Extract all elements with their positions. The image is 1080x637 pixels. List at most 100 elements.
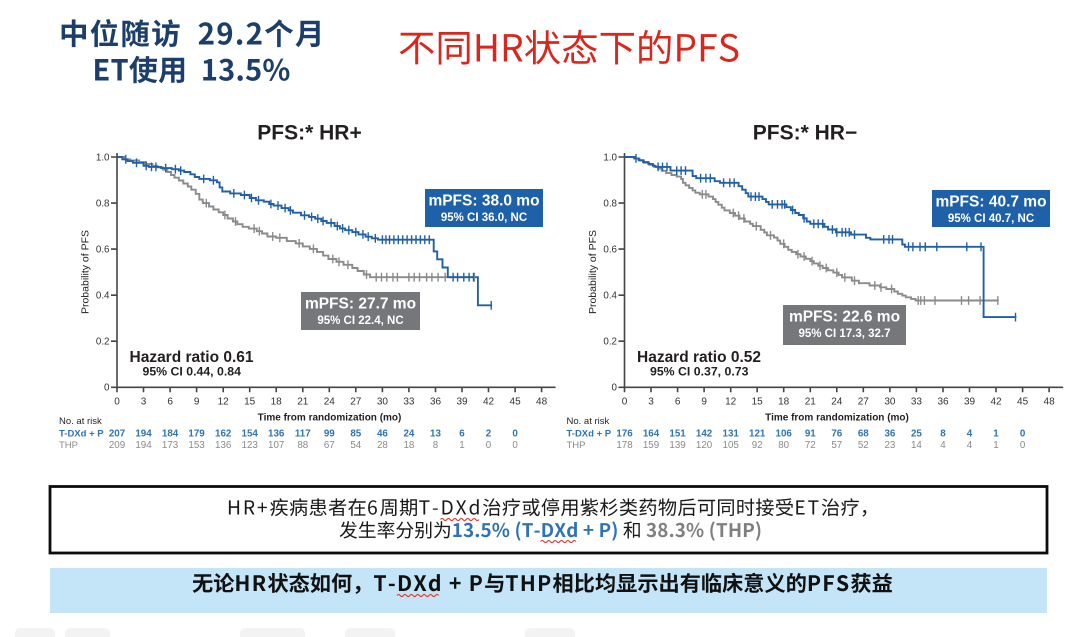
svg-text:13: 13 [430, 429, 441, 440]
svg-text:0: 0 [512, 440, 518, 451]
svg-text:23: 23 [884, 440, 895, 451]
svg-text:162: 162 [215, 429, 232, 440]
svg-text:24: 24 [324, 397, 336, 408]
svg-text:179: 179 [188, 429, 205, 440]
svg-text:Time from randomization (mo): Time from randomization (mo) [765, 413, 909, 424]
svg-text:0.4: 0.4 [603, 291, 617, 302]
svg-text:6: 6 [167, 397, 173, 408]
svg-text:0.2: 0.2 [603, 337, 617, 348]
svg-text:T-DXd + P: T-DXd + P [59, 429, 104, 440]
svg-text:0: 0 [1020, 440, 1026, 451]
svg-text:0.6: 0.6 [96, 245, 110, 256]
svg-text:85: 85 [350, 429, 361, 440]
svg-text:91: 91 [805, 429, 816, 440]
svg-text:95% CI 40.7, NC: 95% CI 40.7, NC [948, 213, 1034, 225]
svg-text:154: 154 [242, 429, 259, 440]
svg-text:1: 1 [993, 440, 998, 451]
svg-text:1.0: 1.0 [603, 152, 617, 163]
svg-text:12: 12 [725, 397, 737, 408]
svg-text:194: 194 [135, 440, 152, 451]
svg-text:39: 39 [964, 397, 976, 408]
svg-text:No. at risk: No. at risk [567, 416, 610, 427]
svg-text:36: 36 [937, 397, 949, 408]
svg-text:6: 6 [675, 397, 681, 408]
svg-text:106: 106 [776, 429, 793, 440]
svg-text:131: 131 [723, 429, 740, 440]
svg-text:95% CI 0.44, 0.84: 95% CI 0.44, 0.84 [143, 365, 242, 379]
svg-text:0: 0 [622, 397, 628, 408]
svg-text:21: 21 [805, 397, 817, 408]
svg-text:18: 18 [778, 397, 790, 408]
svg-text:24: 24 [831, 397, 843, 408]
svg-text:67: 67 [324, 440, 335, 451]
svg-text:178: 178 [616, 440, 633, 451]
svg-text:42: 42 [483, 397, 495, 408]
svg-text:54: 54 [350, 440, 361, 451]
svg-text:33: 33 [403, 397, 415, 408]
svg-text:4: 4 [967, 440, 973, 451]
svg-text:18: 18 [403, 440, 414, 451]
svg-text:123: 123 [242, 440, 259, 451]
svg-text:15: 15 [752, 397, 764, 408]
svg-text:mPFS: 22.6 mo: mPFS: 22.6 mo [789, 308, 900, 325]
svg-text:80: 80 [778, 440, 789, 451]
svg-text:18: 18 [271, 397, 283, 408]
svg-text:95% CI 22.4, NC: 95% CI 22.4, NC [317, 315, 403, 327]
svg-text:mPFS: 38.0 mo: mPFS: 38.0 mo [428, 192, 539, 209]
svg-text:8: 8 [433, 440, 439, 451]
svg-text:Time from randomization (mo): Time from randomization (mo) [258, 413, 402, 424]
svg-text:48: 48 [536, 397, 548, 408]
svg-text:PFS:* HR+: PFS:* HR+ [257, 122, 361, 145]
svg-text:139: 139 [669, 440, 685, 451]
svg-text:21: 21 [297, 397, 309, 408]
svg-text:99: 99 [324, 429, 335, 440]
svg-text:30: 30 [884, 397, 896, 408]
svg-text:T-DXd + P: T-DXd + P [567, 429, 612, 440]
svg-text:159: 159 [643, 440, 659, 451]
svg-text:Hazard ratio 0.52: Hazard ratio 0.52 [637, 349, 761, 366]
svg-text:3: 3 [141, 397, 147, 408]
svg-text:30: 30 [377, 397, 389, 408]
svg-text:142: 142 [696, 429, 713, 440]
svg-text:9: 9 [194, 397, 200, 408]
svg-text:28: 28 [377, 440, 388, 451]
svg-text:207: 207 [109, 429, 126, 440]
svg-text:0.6: 0.6 [603, 245, 617, 256]
svg-text:33: 33 [911, 397, 923, 408]
svg-text:184: 184 [162, 429, 179, 440]
svg-text:0.4: 0.4 [96, 291, 110, 302]
svg-text:9: 9 [701, 397, 707, 408]
svg-text:THP: THP [567, 440, 586, 451]
svg-text:0.2: 0.2 [96, 337, 110, 348]
svg-text:92: 92 [752, 440, 763, 451]
svg-text:0: 0 [612, 383, 618, 394]
svg-text:0.8: 0.8 [603, 199, 617, 210]
svg-text:117: 117 [295, 429, 311, 440]
svg-text:57: 57 [831, 440, 842, 451]
svg-text:25: 25 [911, 429, 922, 440]
svg-text:0: 0 [114, 397, 120, 408]
svg-text:Probability of PFS: Probability of PFS [80, 230, 92, 314]
svg-text:72: 72 [805, 440, 816, 451]
svg-text:1: 1 [993, 429, 999, 440]
svg-text:153: 153 [188, 440, 205, 451]
svg-text:173: 173 [162, 440, 179, 451]
svg-text:8: 8 [940, 429, 946, 440]
svg-text:194: 194 [135, 429, 152, 440]
svg-text:3: 3 [648, 397, 654, 408]
svg-text:52: 52 [858, 440, 869, 451]
svg-text:151: 151 [669, 429, 686, 440]
svg-text:121: 121 [749, 429, 766, 440]
svg-text:95% CI 0.37, 0.73: 95% CI 0.37, 0.73 [650, 365, 749, 379]
svg-text:2: 2 [486, 429, 492, 440]
svg-text:39: 39 [456, 397, 468, 408]
svg-text:136: 136 [215, 440, 232, 451]
svg-text:THP: THP [59, 440, 78, 451]
svg-text:6: 6 [459, 429, 465, 440]
svg-text:4: 4 [967, 429, 973, 440]
svg-text:14: 14 [911, 440, 922, 451]
svg-text:0: 0 [486, 440, 492, 451]
svg-text:27: 27 [350, 397, 362, 408]
svg-text:36: 36 [884, 429, 895, 440]
svg-text:PFS:* HR−: PFS:* HR− [753, 122, 857, 145]
